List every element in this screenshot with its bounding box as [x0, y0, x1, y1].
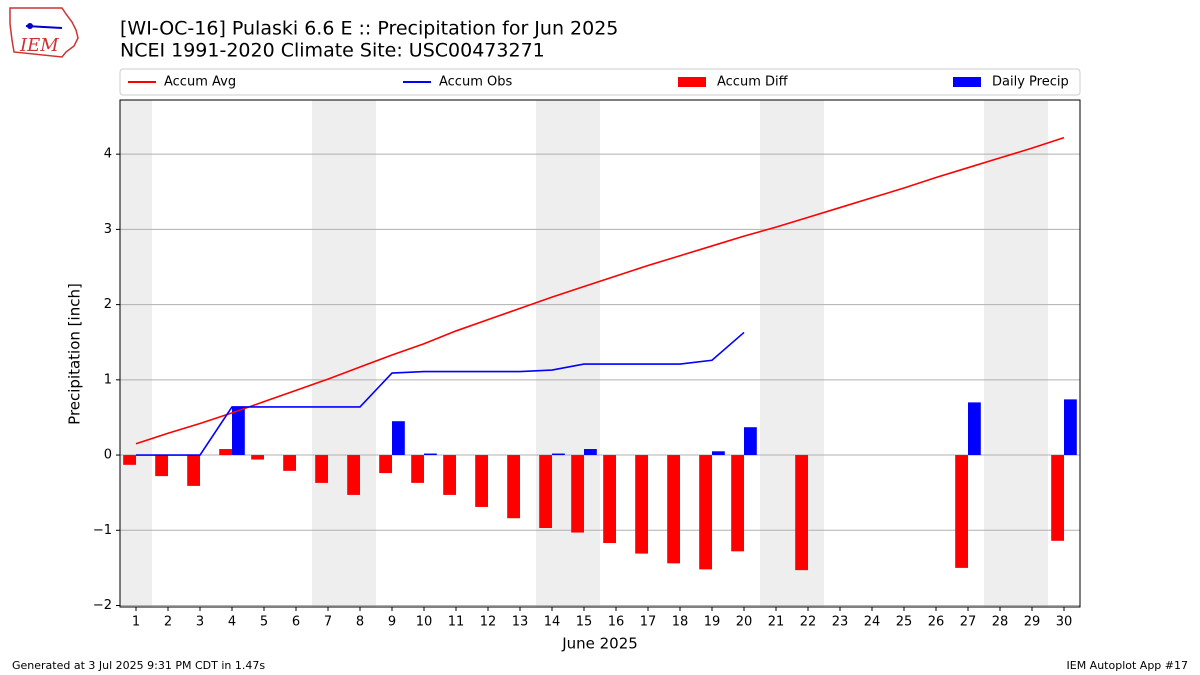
bar [571, 455, 584, 533]
bar [232, 406, 245, 456]
line [136, 331, 745, 456]
chart-title: [WI-OC-16] Pulaski 6.6 E :: Precipitatio… [120, 18, 618, 40]
legend-label: Accum Obs [439, 75, 512, 90]
x-tick-label: 12 [480, 615, 497, 630]
logo: IEM [9, 7, 79, 58]
x-tick-label: 28 [992, 615, 1009, 630]
legend-label: Accum Diff [717, 75, 789, 90]
bar [584, 449, 597, 456]
x-tick-label: 6 [292, 615, 300, 630]
bar [712, 451, 725, 456]
y-tick-label: 2 [104, 297, 112, 312]
x-tick-label: 11 [448, 615, 465, 630]
bar [635, 455, 648, 554]
bar [603, 455, 616, 544]
bar [699, 455, 712, 570]
bar [475, 455, 488, 507]
plot-frame [119, 99, 1081, 608]
weekend-shade [312, 100, 376, 607]
weekend-shade [536, 100, 600, 607]
x-tick-label: 27 [960, 615, 977, 630]
x-tick-label: 20 [736, 615, 753, 630]
x-tick-label: 22 [800, 615, 817, 630]
legend-label: Daily Precip [992, 75, 1069, 90]
line [135, 136, 1065, 445]
bar [283, 455, 296, 471]
bar [744, 427, 757, 456]
x-tick-label: 7 [324, 615, 332, 630]
footer-left: Generated at 3 Jul 2025 9:31 PM CDT in 1… [12, 659, 265, 672]
bar [955, 455, 968, 568]
weekend-shade [120, 100, 152, 607]
bar [251, 455, 264, 460]
bar [347, 455, 360, 495]
x-tick-label: 3 [196, 615, 204, 630]
bar [123, 455, 136, 465]
bar [1064, 399, 1077, 456]
x-tick-label: 16 [608, 615, 625, 630]
bar [411, 455, 424, 483]
bar [155, 455, 168, 477]
x-tick-label: 15 [576, 615, 593, 630]
x-tick-label: 23 [832, 615, 849, 630]
bar [1051, 455, 1064, 541]
weekend-shade [760, 100, 824, 607]
x-tick-label: 26 [928, 615, 945, 630]
y-tick-label: 3 [104, 222, 112, 237]
bar [968, 402, 981, 456]
x-tick-label: 14 [544, 615, 561, 630]
y-tick-label: 1 [104, 372, 112, 387]
bar [443, 455, 456, 495]
bar [424, 453, 437, 456]
bar [392, 421, 405, 456]
x-tick-label: 24 [864, 615, 881, 630]
bar [795, 455, 808, 571]
y-tick-label: −1 [93, 523, 112, 538]
x-tick-label: 13 [512, 615, 529, 630]
bar [667, 455, 680, 564]
y-axis-label: Precipitation [inch] [66, 283, 84, 425]
bar [219, 449, 232, 456]
x-tick-label: 19 [704, 615, 721, 630]
x-tick-label: 30 [1056, 615, 1073, 630]
x-tick-label: 4 [228, 615, 236, 630]
x-tick-label: 8 [356, 615, 364, 630]
bar [379, 455, 392, 474]
x-tick-label: 2 [164, 615, 172, 630]
y-tick-label: 4 [104, 147, 112, 162]
x-axis-label: June 2025 [561, 635, 638, 653]
bar [539, 455, 552, 529]
footer-right: IEM Autoplot App #17 [1067, 659, 1189, 672]
chart-subtitle: NCEI 1991-2020 Climate Site: USC00473271 [120, 40, 545, 62]
legend-box [119, 68, 1081, 96]
x-tick-label: 25 [896, 615, 913, 630]
x-tick-label: 1 [132, 615, 140, 630]
x-tick-label: 21 [768, 615, 785, 630]
bar [552, 453, 565, 456]
x-tick-label: 5 [260, 615, 268, 630]
logo-text: IEM [19, 35, 59, 56]
y-tick-label: 0 [104, 448, 112, 463]
x-tick-label: 18 [672, 615, 689, 630]
legend-swatch [678, 77, 706, 87]
legend-label: Accum Avg [164, 75, 236, 90]
bar [187, 455, 200, 486]
bar [731, 455, 744, 552]
x-tick-label: 9 [388, 615, 396, 630]
bar [507, 455, 520, 519]
x-tick-label: 17 [640, 615, 657, 630]
bar [315, 455, 328, 483]
legend-swatch [953, 77, 981, 87]
x-tick-label: 29 [1024, 615, 1041, 630]
x-tick-label: 10 [416, 615, 433, 630]
y-tick-label: −2 [93, 598, 112, 613]
weekend-shade [984, 100, 1048, 607]
